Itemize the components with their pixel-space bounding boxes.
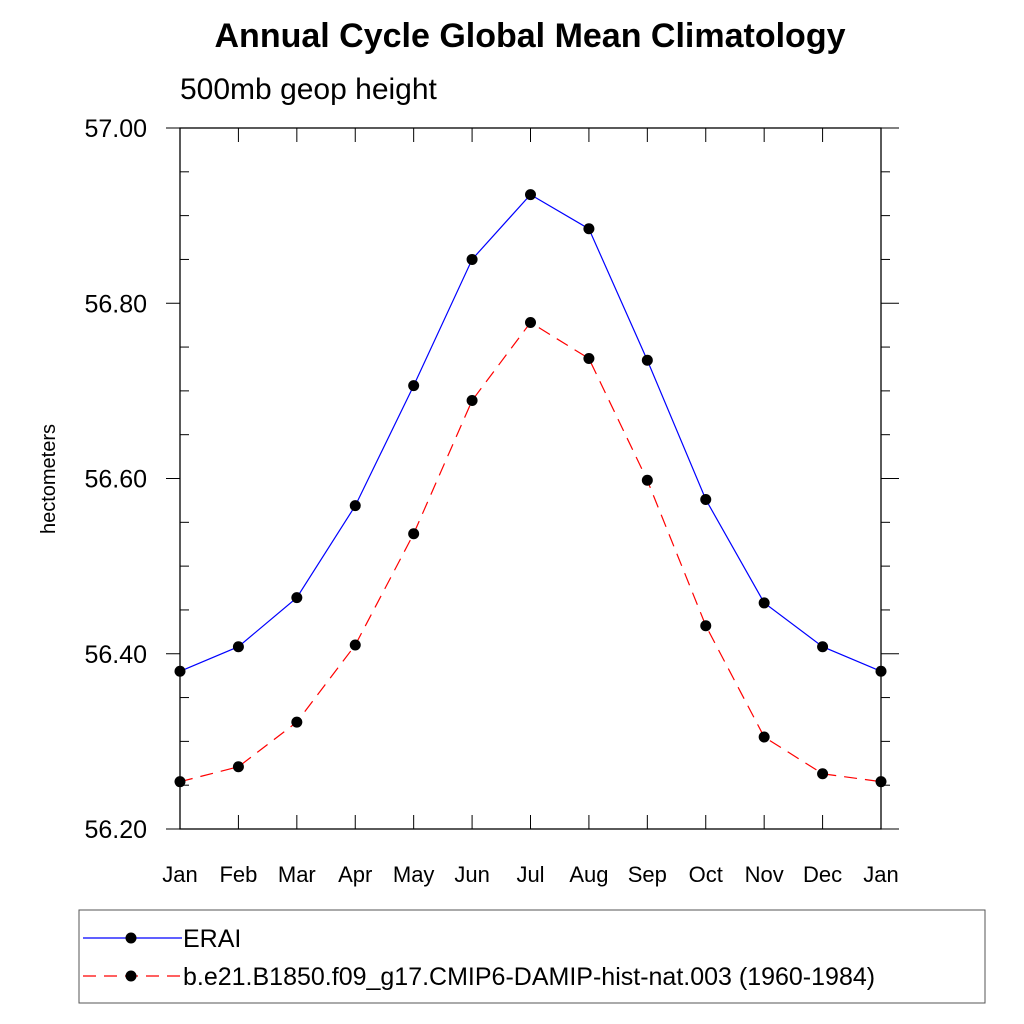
series-layer — [174, 189, 887, 788]
chart-title: Annual Cycle Global Mean Climatology — [215, 17, 846, 55]
x-tick-label: Jul — [516, 862, 544, 887]
series-0-point — [875, 665, 887, 677]
x-tick-label: Nov — [745, 862, 784, 887]
x-tick-label: Feb — [219, 862, 257, 887]
series-1-point — [291, 716, 303, 728]
series-1-point — [641, 474, 653, 486]
x-tick-label: Jan — [863, 862, 898, 887]
series-0-point — [641, 354, 653, 366]
y-tick-label: 56.20 — [84, 816, 147, 844]
x-tick-label: Aug — [569, 862, 608, 887]
y-tick-label: 56.60 — [84, 466, 147, 494]
series-0-point — [700, 494, 712, 506]
legend-label-0: ERAI — [183, 925, 241, 953]
series-0-point — [583, 223, 595, 235]
legend: ERAI b.e21.B1850.f09_g17.CMIP6-DAMIP-hist… — [78, 909, 986, 1004]
y-tick-label: 57.00 — [84, 115, 147, 143]
series-line-1 — [179, 321, 882, 783]
series-0-point — [525, 189, 536, 201]
x-tick-label: Apr — [338, 862, 372, 887]
x-tick-label: Mar — [278, 862, 316, 887]
series-1-point — [700, 620, 712, 632]
series-1-point — [758, 731, 770, 743]
plot-frame — [179, 127, 882, 830]
series-1-point — [349, 639, 361, 651]
legend-marker-1 — [125, 970, 137, 982]
series-0-point — [466, 253, 478, 265]
y-axis-label: hectometers — [38, 424, 60, 534]
series-1-point — [232, 761, 244, 773]
y-tick-label: 56.40 — [84, 641, 147, 669]
x-tick-label: Jun — [454, 862, 489, 887]
series-0-point — [817, 641, 829, 653]
y-tick-label: 56.80 — [84, 290, 147, 318]
x-tick-label: May — [393, 862, 435, 887]
x-tick-label: Sep — [628, 862, 667, 887]
series-1-point — [466, 395, 478, 407]
x-tick-label: Oct — [689, 862, 723, 887]
series-0-point — [758, 597, 770, 609]
series-1-point — [583, 352, 595, 364]
series-0-point — [232, 641, 244, 653]
series-1-point — [525, 317, 536, 329]
legend-marker-0 — [125, 932, 137, 944]
series-0-point — [349, 500, 361, 512]
legend-box — [78, 909, 986, 1004]
series-1-point — [817, 768, 829, 780]
x-tick-label: Dec — [803, 862, 842, 887]
x-tick-label: Jan — [162, 862, 197, 887]
series-0-point — [408, 380, 420, 392]
series-1-point — [408, 528, 420, 540]
series-line-0 — [179, 193, 882, 672]
series-1-point — [174, 776, 186, 788]
legend-label-1: b.e21.B1850.f09_g17.CMIP6-DAMIP-hist-nat… — [183, 963, 875, 991]
chart-subtitle: 500mb geop height — [180, 73, 438, 106]
series-0-point — [174, 665, 186, 677]
series-0-point — [291, 592, 303, 604]
series-1-point — [875, 776, 887, 788]
axes-layer: Jan Feb Mar Apr May Jun Jul Aug Sep Oct Nov Dec Jan 5… — [84, 115, 899, 887]
